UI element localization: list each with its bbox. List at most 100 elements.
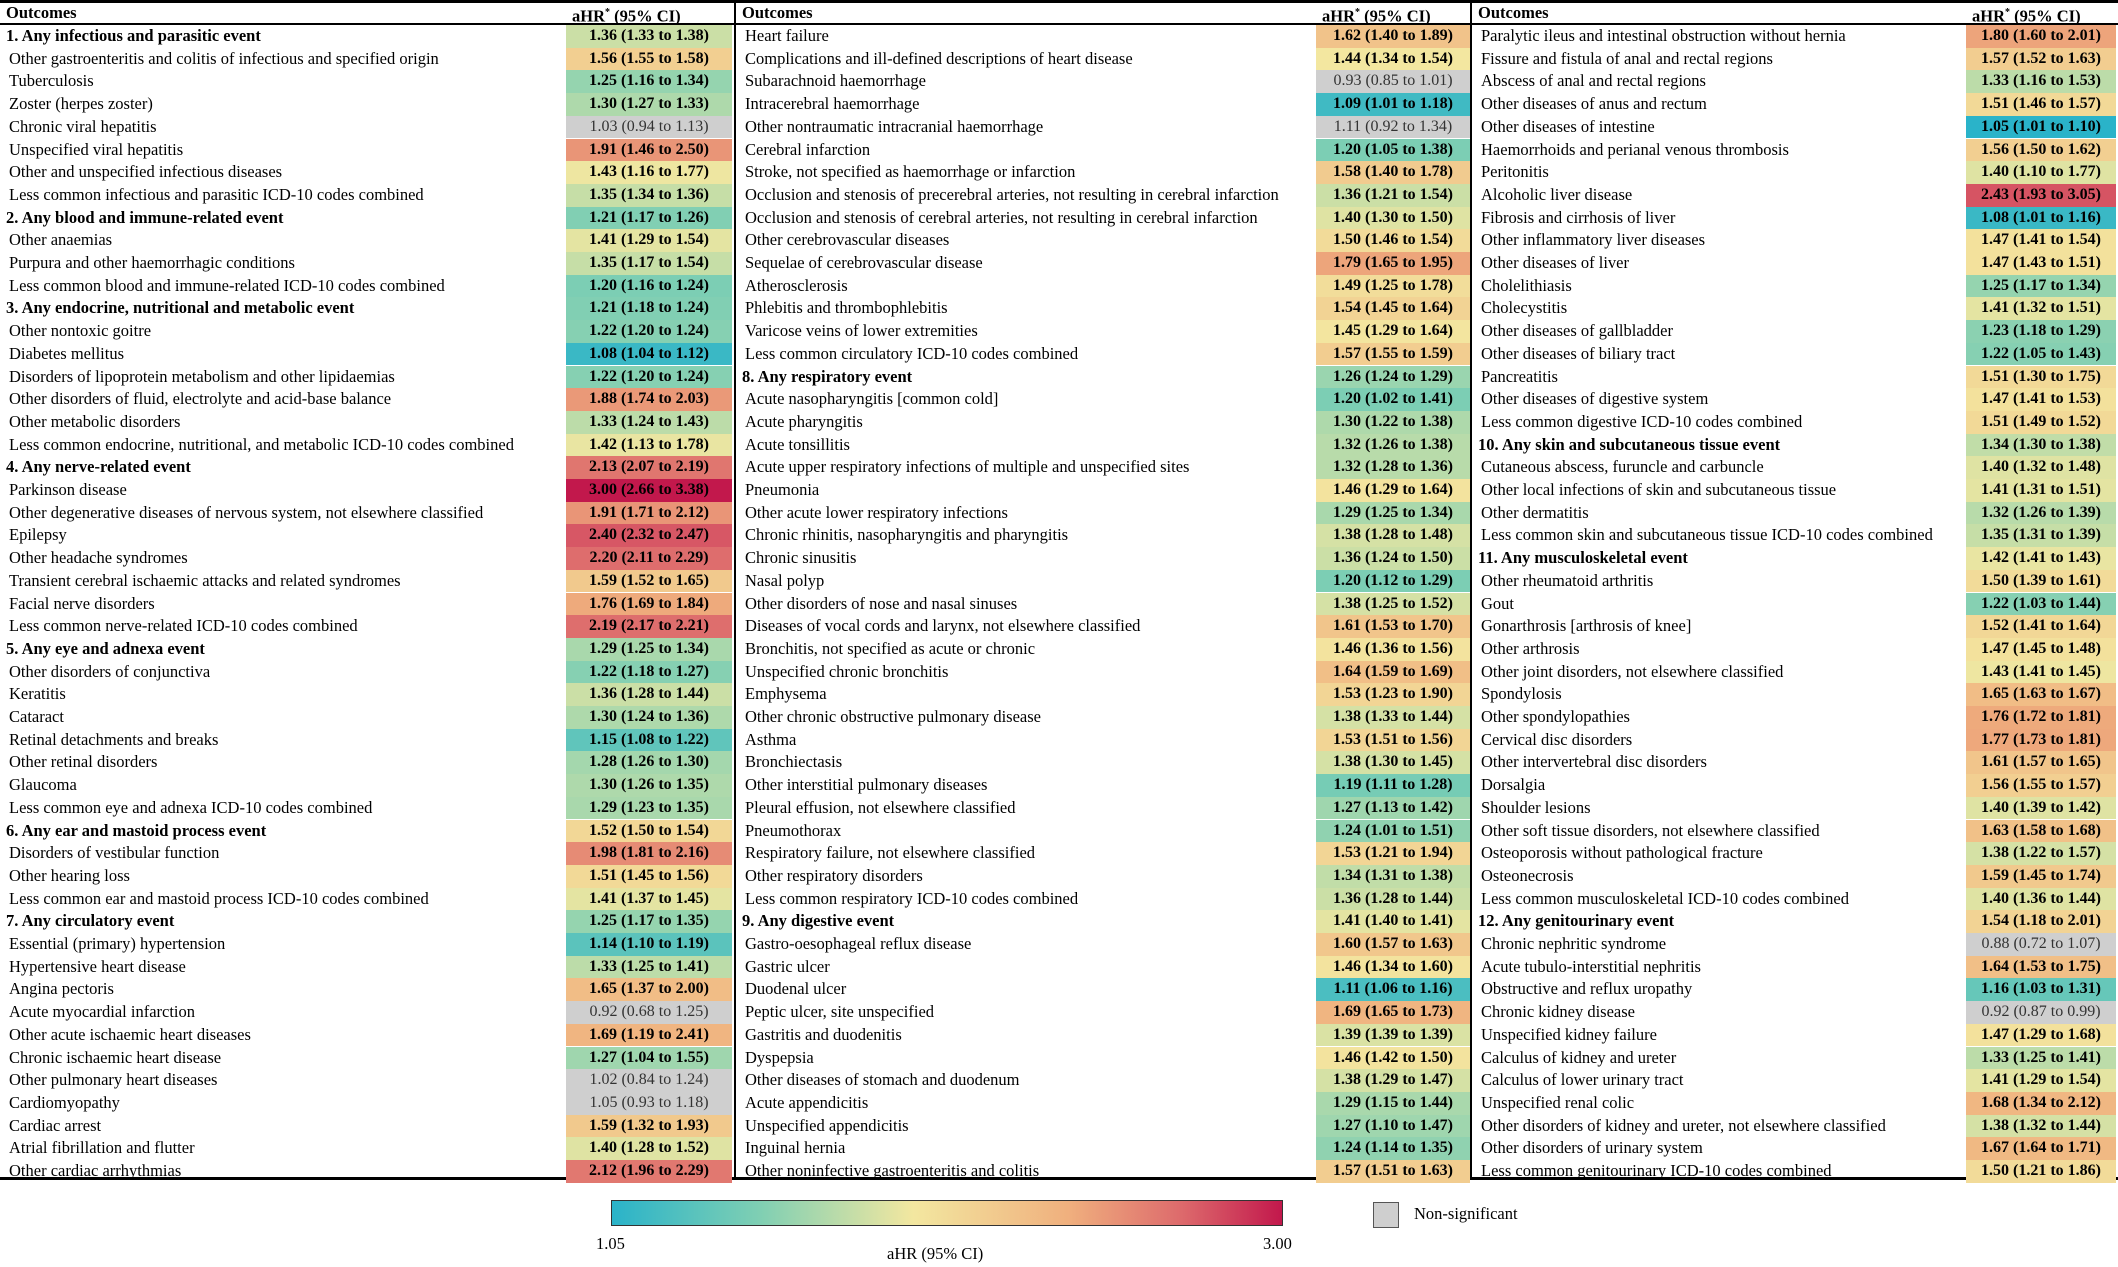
table-row: Osteoporosis without pathological fractu… [1472,842,2118,865]
table-row: Cardiomyopathy 1.05 (0.93 to 1.18) [0,1091,734,1115]
ahr-value-cell: 1.40 (1.10 to 1.77) [1966,161,2116,184]
table-row: Gastric ulcer 1.46 (1.34 to 1.60) [736,955,1470,979]
table-row: Less common blood and immune-related ICD… [0,274,734,298]
outcome-name: Gastritis and duodenitis [745,1024,902,1044]
outcome-name: Less common digestive ICD-10 codes combi… [1481,411,1803,431]
table-row: Less common musculoskeletal ICD-10 codes… [1472,887,2118,911]
table-row: Stroke, not specified as haemorrhage or … [736,161,1470,184]
outcome-name: Other retinal disorders [9,752,158,772]
table-column-2: Outcomes aHR* (95% CI) Heart failure 1.62 (… [736,0,1470,1183]
outcome-name: Other disorders of kidney and ureter, no… [1481,1115,1886,1135]
ahr-value-cell: 1.24 (1.01 to 1.51) [1316,819,1470,843]
table-row: Cardiac arrest 1.59 (1.32 to 1.93) [0,1114,734,1138]
table-row: Other arthrosis 1.47 (1.45 to 1.48) [1472,637,2118,661]
table-row: Chronic rhinitis, nasopharyngitis and ph… [736,524,1470,548]
outcome-name: Chronic ischaemic heart disease [9,1047,222,1067]
ahr-value-cell: 1.05 (0.93 to 1.18) [566,1091,732,1115]
outcome-name: Cardiac arrest [9,1115,102,1135]
table-row: Glaucoma 1.30 (1.26 to 1.35) [0,774,734,797]
ahr-value-cell: 1.50 (1.21 to 1.86) [1966,1160,2116,1183]
outcome-name: Sequelae of cerebrovascular disease [745,253,983,272]
outcome-name: Less common musculoskeletal ICD-10 codes… [1481,888,1849,908]
outcome-name: Other interstitial pulmonary diseases [745,775,988,795]
table-column-3: Outcomes aHR* (95% CI) Paralytic ileus and… [1472,0,2118,1183]
ahr-value-cell: 1.67 (1.64 to 1.71) [1966,1137,2116,1160]
ahr-value-cell: 1.38 (1.29 to 1.47) [1316,1069,1470,1092]
category-row: 12. Any genitourinary event 1.54 (1.18 to… [1472,910,2118,933]
ahr-value-cell: 1.56 (1.50 to 1.62) [1966,138,2116,162]
table-row: Gout 1.22 (1.03 to 1.44) [1472,592,2118,616]
ahr-value-cell: 1.57 (1.55 to 1.59) [1316,342,1470,366]
ahr-value-cell: 1.47 (1.45 to 1.48) [1966,637,2116,661]
outcome-name: Less common genitourinary ICD-10 codes c… [1481,1161,1832,1180]
outcome-name: Other hearing loss [9,865,130,885]
outcome-name: Chronic nephritic syndrome [1481,934,1667,953]
ahr-value-cell: 1.08 (1.01 to 1.16) [1966,206,2116,230]
outcome-name: Nasal polyp [745,570,825,590]
ahr-value-cell: 1.64 (1.59 to 1.69) [1316,660,1470,684]
ahr-value-cell: 1.32 (1.26 to 1.38) [1316,433,1470,457]
outcome-name: Other acute ischaemic heart diseases [9,1024,251,1044]
outcome-name: Other pulmonary heart diseases [9,1070,218,1090]
table-row: Less common digestive ICD-10 codes combi… [1472,410,2118,434]
ahr-value-cell: 1.62 (1.40 to 1.89) [1316,25,1470,48]
ahr-value-cell: 1.51 (1.46 to 1.57) [1966,93,2116,116]
ahr-value-cell: 1.57 (1.52 to 1.63) [1966,47,2116,71]
table-row: Other and unspecified infectious disease… [0,161,734,184]
ahr-value-cell: 1.43 (1.41 to 1.45) [1966,660,2116,684]
outcome-name: Other rheumatoid arthritis [1481,570,1654,590]
outcome-name: Other diseases of biliary tract [1481,343,1676,363]
table-row: Other pulmonary heart diseases 1.02 (0.84… [0,1069,734,1092]
ahr-value-cell: 1.15 (1.08 to 1.22) [566,728,732,752]
ahr-value-cell: 2.20 (2.11 to 2.29) [566,547,732,570]
ahr-value-cell: 1.08 (1.04 to 1.12) [566,342,732,366]
table-row: Diseases of vocal cords and larynx, not … [736,615,1470,638]
ahr-value-cell: 1.41 (1.37 to 1.45) [566,887,732,911]
table-row: Other acute lower respiratory infections… [736,501,1470,525]
table-row: Other cardiac arrhythmias 2.12 (1.96 to 2… [0,1160,734,1183]
ahr-value-cell: 1.41 (1.29 to 1.54) [566,229,732,252]
ahr-value-cell: 1.25 (1.17 to 1.35) [566,910,732,933]
ahr-value-cell: 1.59 (1.52 to 1.65) [566,569,732,593]
outcome-name: Less common skin and subcutaneous tissue… [1481,525,1933,545]
table-row: Other local infections of skin and subcu… [1472,479,2118,502]
outcome-name: Cholelithiasis [1481,275,1572,295]
ahr-value-cell: 1.53 (1.21 to 1.94) [1316,842,1470,865]
ahr-value-cell: 1.33 (1.16 to 1.53) [1966,70,2116,94]
table-row: Unspecified viral hepatitis 1.91 (1.46 to… [0,138,734,162]
table-row: Purpura and other haemorrhagic condition… [0,252,734,275]
table-row: Cutaneous abscess, furuncle and carbuncl… [1472,456,2118,479]
ahr-value-cell: 1.38 (1.22 to 1.57) [1966,842,2116,865]
table-row: Epilepsy 2.40 (2.32 to 2.47) [0,524,734,548]
outcome-name: Calculus of lower urinary tract [1481,1070,1684,1090]
ahr-value-cell: 2.12 (1.96 to 2.29) [566,1160,732,1183]
table-row: Other diseases of digestive system 1.47 (… [1472,388,2118,411]
outcome-name: Other cerebrovascular diseases [745,230,950,250]
table-row: Other anaemias 1.41 (1.29 to 1.54) [0,229,734,252]
ahr-value-cell: 1.49 (1.25 to 1.78) [1316,274,1470,298]
table-row: Other disorders of urinary system 1.67 (1… [1472,1137,2118,1160]
ahr-value-cell: 1.63 (1.58 to 1.68) [1966,819,2116,843]
ahr-value-cell: 1.36 (1.24 to 1.50) [1316,547,1470,570]
table-row: Spondylosis 1.65 (1.63 to 1.67) [1472,683,2118,706]
ahr-value-cell: 1.69 (1.19 to 2.41) [566,1023,732,1047]
table-header-rule [0,23,2118,25]
outcome-name: Other diseases of stomach and duodenum [745,1070,1020,1090]
ahr-value-cell: 1.32 (1.28 to 1.36) [1316,456,1470,479]
outcome-name: 12. Any genitourinary event [1478,911,1675,931]
outcome-name: Chronic sinusitis [745,548,857,568]
table-row: Other nontoxic goitre 1.22 (1.20 to 1.24) [0,320,734,343]
table-row: Cervical disc disorders 1.77 (1.73 to 1.8… [1472,728,2118,752]
outcome-name: Less common blood and immune-related ICD… [9,275,445,295]
outcome-name: Acute tubulo-interstitial nephritis [1481,956,1701,976]
ahr-value-cell: 1.76 (1.69 to 1.84) [566,592,732,616]
ahr-value-cell: 1.46 (1.34 to 1.60) [1316,955,1470,979]
outcome-name: Disorders of lipoprotein metabolism and … [9,366,395,386]
ahr-value-cell: 1.22 (1.20 to 1.24) [566,365,732,389]
outcome-name: Tuberculosis [9,71,94,91]
table-row: Other cerebrovascular diseases 1.50 (1.46… [736,229,1470,252]
outcome-name: Other soft tissue disorders, not elsewhe… [1481,820,1820,840]
outcome-name: Other gastroenteritis and colitis of inf… [9,48,439,68]
table-row: Other diseases of intestine 1.05 (1.01 to… [1472,115,2118,139]
outcome-name: Haemorrhoids and perianal venous thrombo… [1481,139,1789,159]
